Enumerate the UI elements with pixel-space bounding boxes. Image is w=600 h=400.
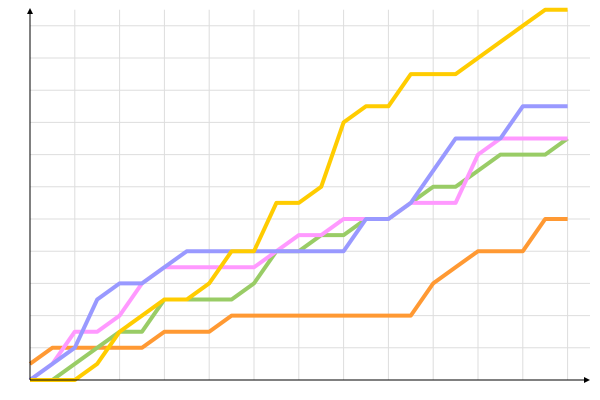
series-line — [28, 217, 568, 366]
x-axis-arrow — [584, 377, 590, 383]
series-line — [28, 136, 568, 382]
lines — [28, 7, 569, 382]
series-line — [30, 7, 568, 382]
y-axis-arrow — [27, 8, 33, 14]
series-line — [28, 104, 568, 382]
